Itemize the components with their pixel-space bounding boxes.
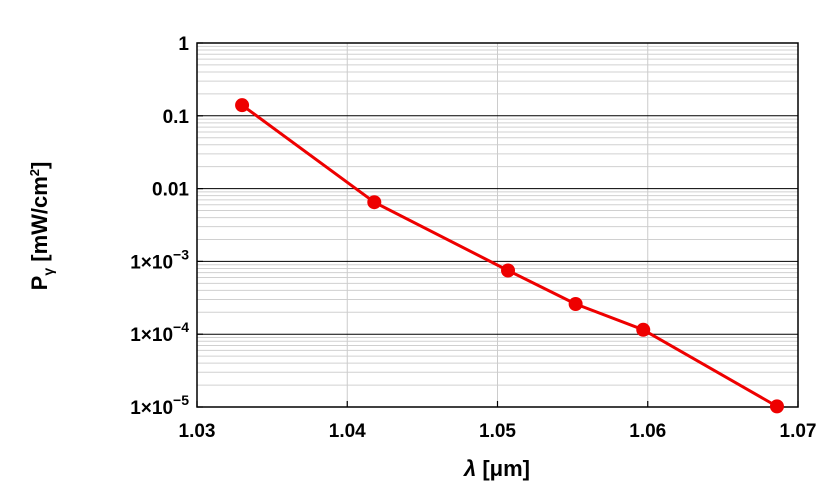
x-axis-title: λ [μm] (463, 456, 530, 481)
y-tick-label: 1×10−5 (130, 392, 189, 419)
y-axis-ticks: 10.10.011×10−31×10−41×10−5 (130, 34, 203, 419)
y-axis-main: P (27, 276, 52, 291)
data-point (636, 322, 651, 337)
y-axis-close: ] (27, 162, 52, 169)
data-point (235, 98, 250, 113)
x-tick-label: 1.03 (179, 421, 216, 442)
y-tick-exponent: −5 (173, 392, 189, 408)
y-axis-title: Pγ [mW/cm2] (27, 162, 56, 291)
y-tick-mantissa: 1×10 (130, 325, 173, 346)
x-tick-label: 1.07 (780, 421, 817, 442)
data-point (367, 195, 382, 210)
data-point (501, 263, 516, 278)
data-point (769, 399, 784, 414)
y-tick-label: 1×10−3 (130, 246, 189, 273)
y-axis-sup: 2 (27, 169, 42, 176)
x-axis-symbol: λ (463, 456, 476, 481)
x-axis-unit: [μm] (476, 456, 530, 481)
x-tick-label: 1.06 (629, 421, 666, 442)
y-tick-exponent: −4 (173, 319, 189, 335)
y-tick-label: 0.01 (152, 180, 189, 201)
y-tick-mantissa: 1×10 (130, 252, 173, 273)
y-tick-label: 1×10−4 (130, 319, 189, 346)
y-tick-label: 0.1 (163, 107, 190, 128)
x-axis-ticks: 1.03 1.04 1.05 1.06 1.07 (179, 401, 817, 442)
y-tick-mantissa: 1×10 (130, 398, 173, 419)
series-layer (235, 98, 784, 414)
grid (196, 42, 799, 408)
x-tick-label: 1.04 (329, 421, 366, 442)
series-line (241, 103, 778, 408)
y-axis-unit: [mW/cm (27, 176, 52, 268)
y-axis-sub: γ (40, 268, 56, 276)
y-tick-label: 1 (178, 34, 189, 55)
x-tick-label: 1.05 (479, 421, 516, 442)
y-tick-exponent: −3 (173, 246, 189, 262)
data-point (568, 296, 583, 311)
